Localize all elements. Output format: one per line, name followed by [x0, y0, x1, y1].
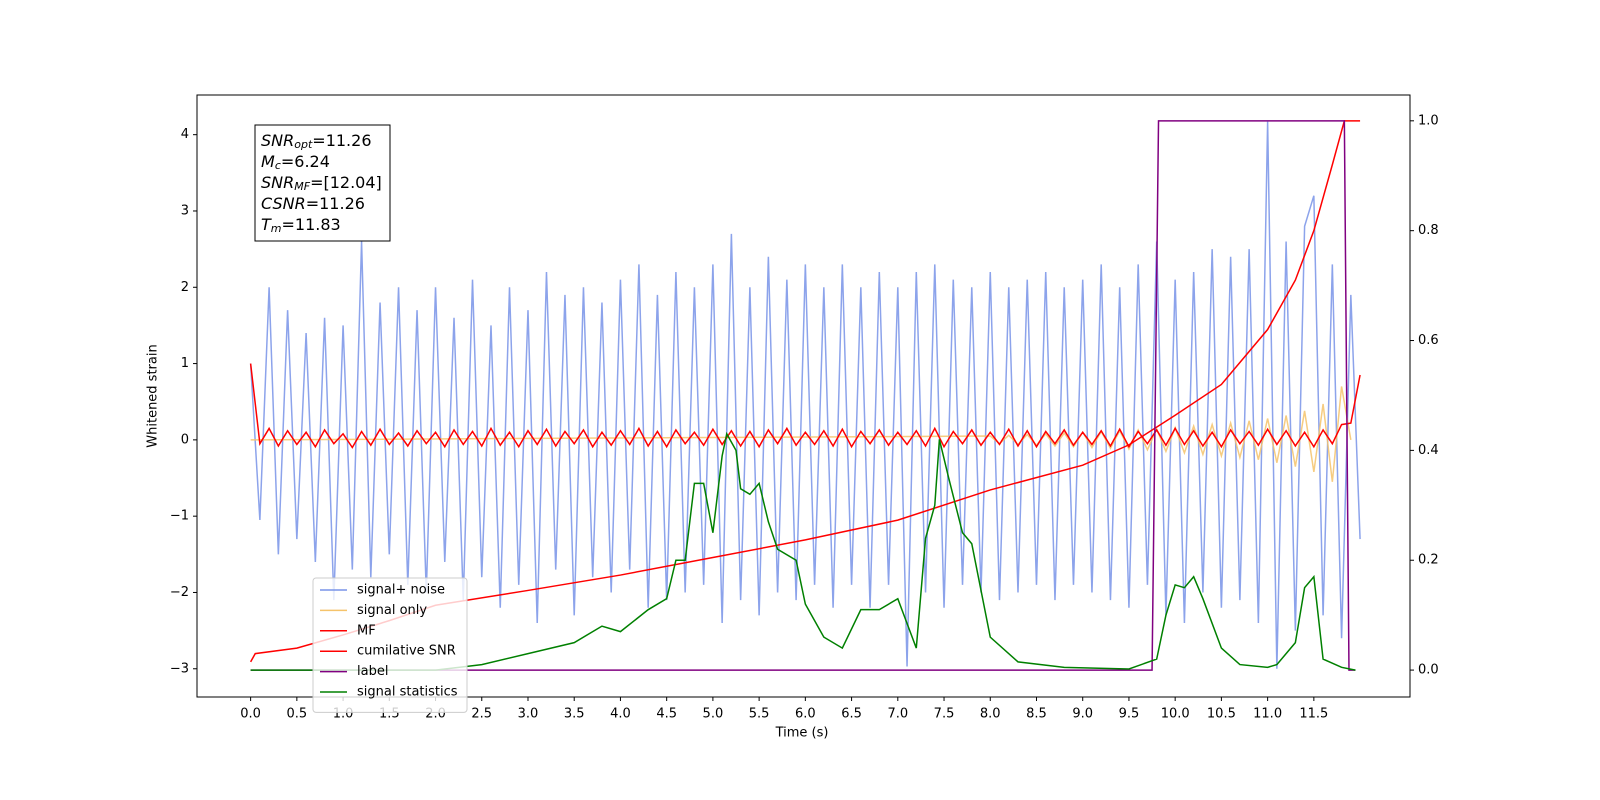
y2-tick-label: 1.0: [1418, 113, 1439, 128]
series-line: [250, 120, 1356, 671]
legend-label: MF: [357, 623, 376, 638]
x-tick-label: 3.5: [564, 707, 585, 722]
annotation-value: =6.24: [281, 152, 330, 171]
legend-label: signal statistics: [357, 685, 458, 700]
series-line: [249, 363, 1361, 449]
legend-frame: [312, 577, 468, 713]
x-tick-label: 8.0: [980, 707, 1001, 722]
annotation-value: =[12.04]: [310, 173, 382, 192]
annotation-box: SNRopt=11.26Mc=6.24SNRMF=[12.04]CSNR=11.…: [254, 124, 391, 242]
x-tick-label: 10.5: [1207, 707, 1236, 722]
y-axis-label: Whitened strain: [146, 344, 161, 447]
y-tick-label: −3: [170, 661, 189, 676]
x-tick-label: 3.0: [518, 707, 539, 722]
y2-tick-label: 0.0: [1418, 663, 1439, 678]
x-tick-label: 9.5: [1119, 707, 1140, 722]
y2-tick-label: 0.2: [1418, 553, 1439, 568]
annotation-value: =11.26: [306, 194, 365, 213]
annotation-line: SNRMF=[12.04]: [261, 173, 382, 194]
y-tick-label: −1: [170, 509, 189, 524]
legend-label: signal+ noise: [357, 583, 445, 598]
x-tick-label: 6.5: [841, 707, 862, 722]
x-tick-label: 0.5: [287, 707, 308, 722]
y-tick-label: 4: [181, 127, 189, 142]
annotation-subscript: m: [271, 222, 282, 235]
y-tick-label: 1: [181, 356, 189, 371]
y2-tick-label: 0.8: [1418, 223, 1439, 238]
x-tick-label: 2.5: [471, 707, 492, 722]
annotation-symbol: M: [261, 152, 275, 171]
y-tick-label: 3: [181, 203, 189, 218]
x-tick-label: 4.5: [656, 707, 677, 722]
annotation-value: =11.26: [312, 131, 371, 150]
x-tick-label: 6.0: [795, 707, 816, 722]
series-line: [249, 121, 1361, 669]
legend-label: signal only: [357, 603, 427, 618]
annotation-line: SNRopt=11.26: [261, 131, 372, 152]
annotation-subscript: opt: [294, 138, 313, 151]
x-tick-label: 5.0: [703, 707, 724, 722]
y2-tick-label: 0.4: [1418, 443, 1439, 458]
annotation-symbol: CSNR: [261, 194, 306, 213]
x-tick-label: 8.5: [1026, 707, 1047, 722]
y2-tick-label: 0.6: [1418, 333, 1439, 348]
legend: signal+ noise signal only MF cumilative SNR…: [312, 577, 468, 713]
x-tick-label: 5.5: [749, 707, 770, 722]
x-tick-label: 0.0: [240, 707, 261, 722]
plot-frame: [196, 94, 1411, 698]
x-tick-label: 7.5: [934, 707, 955, 722]
annotation-symbol: SNR: [261, 173, 294, 192]
x-axis-label: Time (s): [775, 726, 829, 741]
annotation-line: Mc=6.24: [261, 152, 330, 173]
x-tick-label: 10.0: [1161, 707, 1190, 722]
series-line: [250, 431, 1356, 671]
annotation-frame: [254, 124, 391, 242]
annotation-subscript: MF: [294, 180, 310, 193]
y-tick-label: 0: [181, 432, 189, 447]
annotation-symbol: SNR: [261, 131, 294, 150]
y-tick-label: −2: [170, 585, 189, 600]
y-tick-label: 2: [181, 280, 189, 295]
annotation-subscript: c: [275, 159, 281, 172]
x-tick-label: 7.0: [887, 707, 908, 722]
x-tick-label: 11.0: [1253, 707, 1282, 722]
x-tick-label: 11.5: [1299, 707, 1328, 722]
x-tick-label: 4.0: [610, 707, 631, 722]
legend-label: label: [357, 664, 388, 679]
annotation-line: Tm=11.83: [261, 215, 341, 236]
legend-label: cumilative SNR: [357, 644, 456, 659]
annotation-symbol: T: [261, 215, 272, 234]
annotation-line: CSNR=11.26: [261, 194, 365, 213]
x-tick-label: 9.0: [1072, 707, 1093, 722]
annotation-value: =11.83: [282, 215, 341, 234]
